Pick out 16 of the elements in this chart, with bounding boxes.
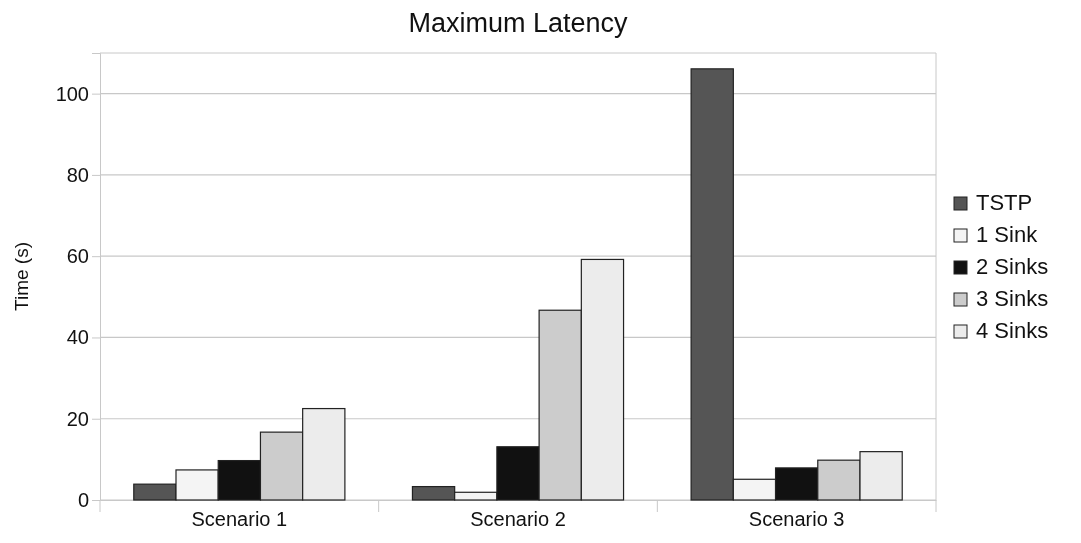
y-axis-title: Time (s) — [11, 242, 32, 311]
x-tick-label: Scenario 2 — [470, 508, 566, 531]
legend-label: 1 Sink — [976, 222, 1039, 247]
y-tick-label: 60 — [66, 245, 89, 268]
x-tick-label: Scenario 1 — [191, 508, 288, 531]
chart-title: Maximum Latency — [408, 8, 629, 38]
legend-label: 4 Sinks — [976, 318, 1049, 343]
y-tick-label: 0 — [77, 488, 89, 511]
legend-label: TSTP — [976, 190, 1033, 215]
legend-label: 2 Sinks — [976, 254, 1049, 279]
y-tick-label: 100 — [55, 82, 89, 105]
x-tick-label: Scenario 3 — [748, 508, 845, 531]
y-tick-label: 20 — [66, 407, 89, 430]
y-tick-label: 40 — [66, 326, 89, 349]
legend-label: 3 Sinks — [976, 286, 1049, 311]
y-tick-label: 80 — [66, 163, 89, 186]
